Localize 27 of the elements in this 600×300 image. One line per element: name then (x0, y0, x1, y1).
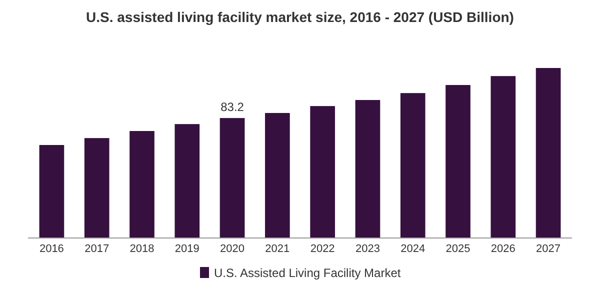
bar (265, 112, 290, 238)
x-tick-label: 2020 (220, 243, 245, 255)
bar (446, 85, 470, 238)
bar (174, 124, 200, 238)
bar (490, 76, 516, 238)
bar (220, 118, 245, 238)
x-tick-label: 2025 (446, 243, 470, 255)
x-tick-label: 2023 (355, 243, 380, 255)
x-tick-label: 2027 (536, 243, 561, 255)
bar (310, 106, 335, 238)
x-tick-label: 2016 (39, 243, 64, 255)
x-tick-label: 2022 (310, 243, 335, 255)
data-label: 83.2 (220, 100, 244, 114)
x-tick-label: 2021 (265, 243, 290, 255)
x-tick-label: 2018 (130, 243, 154, 255)
bar (130, 131, 154, 238)
x-tick-label: 2024 (400, 243, 426, 255)
bar (400, 93, 426, 238)
x-tick-label: 2019 (174, 243, 200, 255)
x-tick-label: 2017 (84, 243, 110, 255)
chart-title: U.S. assisted living facility market size, 2016 - 2027 (USD Billion) (86, 9, 514, 25)
x-tick-label: 2026 (490, 243, 516, 255)
bar (355, 100, 380, 238)
legend-label: U.S. Assisted Living Facility Market (214, 266, 402, 280)
bar (536, 68, 561, 238)
bar (39, 144, 64, 238)
bar (84, 138, 110, 238)
